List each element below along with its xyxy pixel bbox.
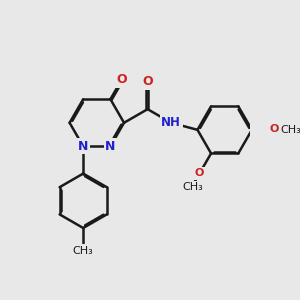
Text: CH₃: CH₃ (73, 246, 94, 256)
Text: CH₃: CH₃ (183, 182, 203, 192)
Text: O: O (195, 168, 204, 178)
Text: N: N (105, 140, 116, 153)
Text: CH₃: CH₃ (280, 125, 300, 135)
Text: O: O (269, 124, 279, 134)
Text: O: O (142, 76, 153, 88)
Text: N: N (78, 140, 88, 153)
Text: NH: NH (161, 116, 181, 129)
Text: O: O (116, 74, 127, 86)
